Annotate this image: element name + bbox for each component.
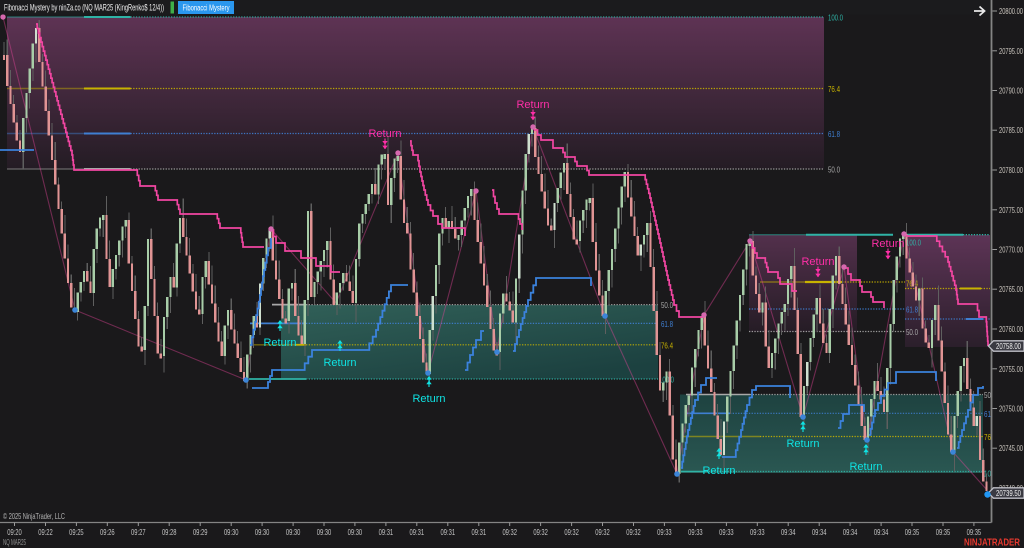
svg-text:09:35: 09:35: [936, 528, 951, 537]
svg-text:Return: Return: [412, 393, 445, 405]
svg-text:NINJATRADER: NINJATRADER: [964, 538, 1021, 548]
svg-text:61: 61: [984, 410, 991, 419]
svg-text:09:31: 09:31: [410, 528, 425, 537]
svg-text:20775.00: 20775.00: [999, 206, 1023, 215]
svg-text:61.8: 61.8: [906, 306, 918, 315]
svg-text:© 2025 NinjaTrader, LLC: © 2025 NinjaTrader, LLC: [3, 511, 65, 521]
svg-text:09:30: 09:30: [286, 528, 301, 537]
svg-text:09:27: 09:27: [131, 528, 146, 537]
svg-text:20750.00: 20750.00: [999, 405, 1023, 414]
svg-text:Return: Return: [801, 256, 834, 268]
svg-text:20739.50: 20739.50: [996, 489, 1021, 498]
svg-text:09:32: 09:32: [502, 528, 517, 537]
svg-text:09:20: 09:20: [7, 528, 22, 537]
svg-text:09:35: 09:35: [967, 528, 982, 537]
svg-text:09:30: 09:30: [317, 528, 332, 537]
svg-text:Return: Return: [368, 128, 401, 140]
svg-text:Fibonacci Mystery by ninZa.co: Fibonacci Mystery by ninZa.co (NQ MAR25 …: [4, 3, 164, 13]
svg-text:09:32: 09:32: [595, 528, 610, 537]
svg-text:09:33: 09:33: [750, 528, 765, 537]
svg-text:NQ MAR25: NQ MAR25: [3, 538, 26, 547]
svg-text:09:25: 09:25: [69, 528, 84, 537]
svg-text:100.0: 100.0: [828, 14, 843, 23]
svg-text:20760.00: 20760.00: [999, 325, 1023, 334]
svg-text:09:22: 09:22: [38, 528, 53, 537]
svg-text:76.4: 76.4: [828, 85, 840, 94]
svg-text:09:28: 09:28: [162, 528, 177, 537]
svg-text:61.8: 61.8: [661, 320, 673, 329]
svg-text:Fibonacci Mystery: Fibonacci Mystery: [183, 3, 230, 12]
svg-text:Return: Return: [263, 337, 296, 349]
svg-text:09:33: 09:33: [688, 528, 703, 537]
svg-text:20755.00: 20755.00: [999, 365, 1023, 374]
svg-text:09:32: 09:32: [533, 528, 548, 537]
svg-text:09:33: 09:33: [657, 528, 672, 537]
svg-text:20795.00: 20795.00: [999, 47, 1023, 56]
svg-text:09:32: 09:32: [626, 528, 641, 537]
svg-text:Return: Return: [871, 238, 904, 250]
svg-text:76: 76: [984, 433, 991, 442]
svg-text:20758.00: 20758.00: [996, 342, 1021, 351]
svg-text:100.0: 100.0: [906, 239, 921, 248]
svg-text:10: 10: [984, 470, 991, 479]
svg-text:Return: Return: [786, 438, 819, 450]
svg-text:09:34: 09:34: [874, 528, 889, 537]
svg-text:09:26: 09:26: [100, 528, 115, 537]
svg-text:Return: Return: [323, 357, 356, 369]
svg-text:09:32: 09:32: [564, 528, 579, 537]
svg-text:09:34: 09:34: [843, 528, 858, 537]
svg-text:76.4: 76.4: [661, 342, 673, 351]
svg-text:09:31: 09:31: [441, 528, 456, 537]
svg-text:09:30: 09:30: [224, 528, 239, 537]
svg-text:09:34: 09:34: [812, 528, 827, 537]
svg-text:50.0: 50.0: [906, 328, 918, 337]
svg-text:20770.00: 20770.00: [999, 246, 1023, 255]
svg-text:20780.00: 20780.00: [999, 166, 1023, 175]
svg-text:50: 50: [984, 391, 991, 400]
svg-text:Return: Return: [849, 461, 882, 473]
svg-text:09:33: 09:33: [719, 528, 734, 537]
svg-text:09:30: 09:30: [348, 528, 363, 537]
svg-text:50.0: 50.0: [661, 301, 673, 310]
svg-text:Return: Return: [516, 99, 549, 111]
svg-text:20765.00: 20765.00: [999, 285, 1023, 294]
svg-text:20785.00: 20785.00: [999, 126, 1023, 135]
svg-text:50.0: 50.0: [828, 166, 840, 175]
svg-text:20745.00: 20745.00: [999, 444, 1023, 453]
svg-text:Return: Return: [702, 465, 735, 477]
svg-text:09:31: 09:31: [472, 528, 487, 537]
svg-text:09:31: 09:31: [379, 528, 394, 537]
svg-text:09:35: 09:35: [905, 528, 920, 537]
svg-text:61.8: 61.8: [828, 130, 840, 139]
svg-text:09:29: 09:29: [193, 528, 208, 537]
svg-text:20800.00: 20800.00: [999, 7, 1023, 16]
svg-text:20790.00: 20790.00: [999, 87, 1023, 96]
svg-text:09:30: 09:30: [255, 528, 270, 537]
svg-text:09:34: 09:34: [781, 528, 796, 537]
